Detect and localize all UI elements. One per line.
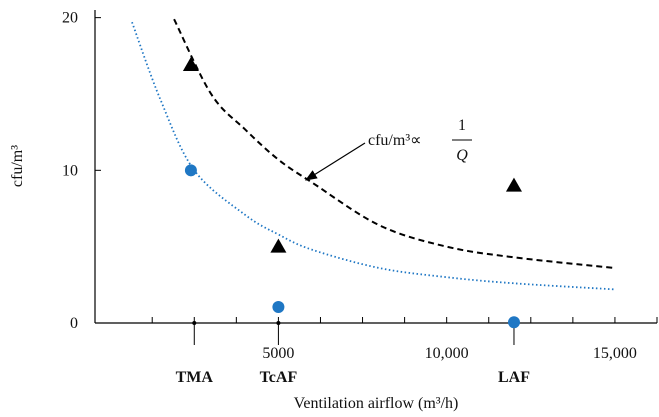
circle-point	[272, 300, 285, 313]
annotation-denominator: Q	[456, 147, 468, 164]
y-axis-label: cfu/m³	[9, 145, 26, 187]
x-tick-label: 5000	[262, 345, 294, 362]
annotation-arrow	[304, 142, 366, 181]
triangle-point	[270, 238, 287, 253]
category-dot	[192, 321, 197, 325]
category-label: LAF	[498, 369, 530, 386]
y-tick-label: 10	[62, 162, 78, 179]
category-label: TcAF	[260, 369, 298, 386]
y-tick-label: 0	[70, 315, 78, 332]
circle-point	[507, 316, 520, 329]
triangle-point	[182, 56, 199, 71]
annotation-numerator: 1	[458, 117, 466, 134]
circle-point	[184, 164, 197, 177]
category-label: TMA	[176, 369, 214, 386]
category-dot	[276, 321, 281, 325]
x-tick-label: 15,000	[593, 345, 637, 362]
x-tick-label: 10,000	[425, 345, 469, 362]
x-axis-label: Ventilation airflow (m³/h)	[294, 395, 459, 412]
triangle-point	[505, 177, 522, 192]
y-tick-label: 20	[62, 10, 78, 27]
curve	[173, 18, 616, 270]
annotation: cfu/m³∝	[368, 132, 422, 149]
curve	[131, 21, 615, 291]
